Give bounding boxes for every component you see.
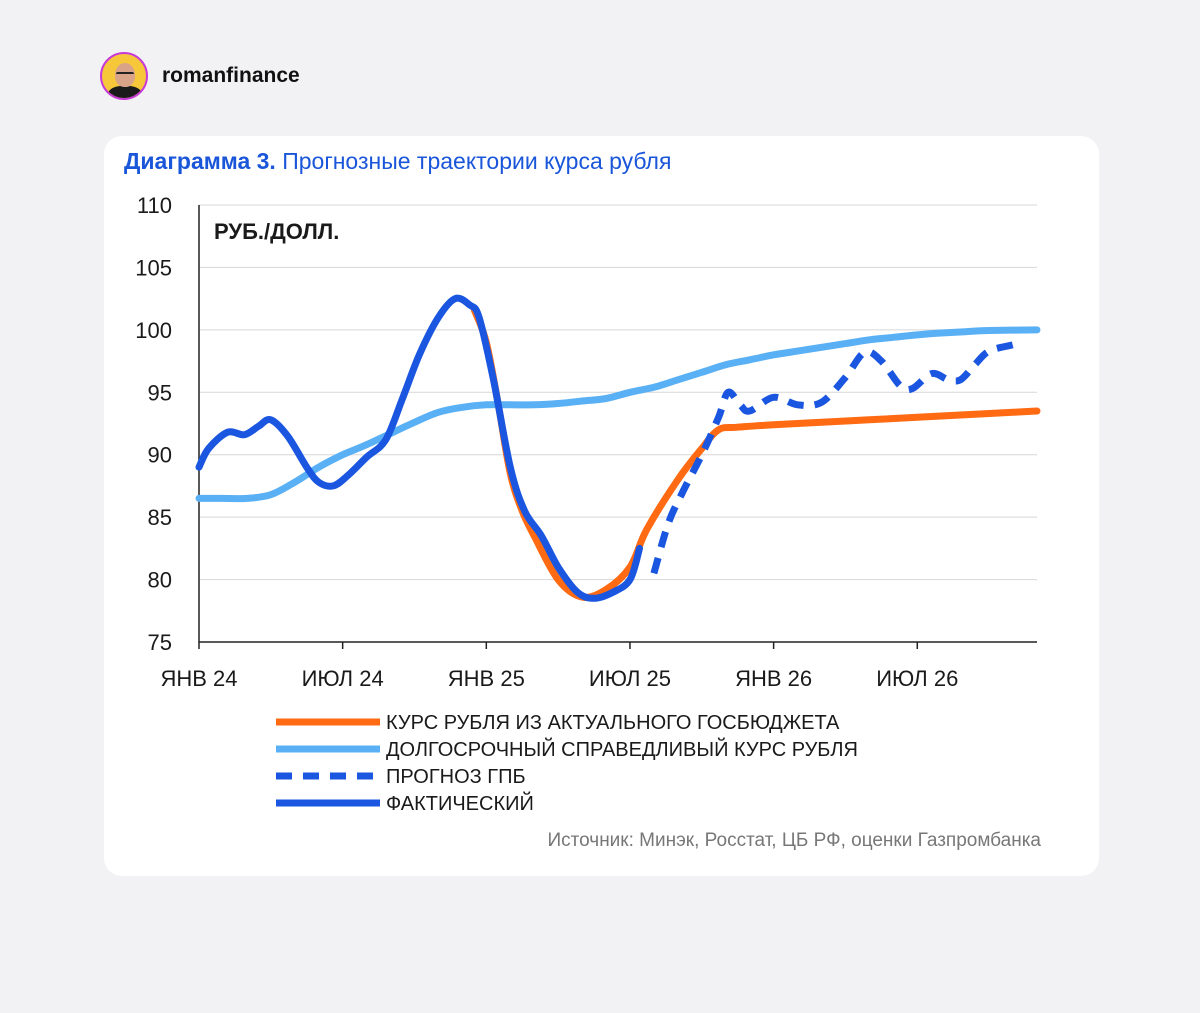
series-line-fair-rate <box>195 326 1041 503</box>
chart-title: Диаграмма 3. Прогнозные траектории курса… <box>124 148 671 175</box>
chart-title-text: Прогнозные траектории курса рубля <box>282 148 672 174</box>
x-tick-label: ЯНВ 25 <box>448 666 525 691</box>
y-tick-label: 105 <box>135 255 172 280</box>
legend-item-actual-label: ФАКТИЧЕСКИЙ <box>386 791 534 815</box>
y-tick-label: 100 <box>135 318 172 343</box>
x-tick-label: ИЮЛ 26 <box>876 666 958 691</box>
avatar-body <box>108 86 142 98</box>
series-line-budget <box>470 306 1041 601</box>
avatar[interactable] <box>100 52 148 100</box>
y-tick-label: 110 <box>137 193 172 218</box>
legend-item-gpb-forecast-label: ПРОГНОЗ ГПБ <box>386 766 526 788</box>
y-tick-label: 90 <box>148 443 172 468</box>
y-tick-label: 75 <box>148 630 172 655</box>
y-tick-label: 95 <box>148 380 172 405</box>
chart-title-number: Диаграмма 3. <box>124 148 276 174</box>
source-note: Источник: Минэк, Росстат, ЦБ РФ, оценки … <box>547 830 1042 851</box>
x-tick-label: ИЮЛ 24 <box>302 666 384 691</box>
unit-label: РУБ./ДОЛЛ. <box>214 219 339 244</box>
line-chart: 75 80 85 90 95 100 105 110 ЯНВ 24 ИЮЛ 24 ЯНВ 25 ИЮЛ… <box>135 193 1041 815</box>
avatar-glasses <box>116 72 134 78</box>
avatar-head <box>115 63 135 87</box>
x-tick-label: ЯНВ 24 <box>160 666 237 691</box>
x-tick-label: ЯНВ 26 <box>735 666 812 691</box>
series-line-actual <box>195 294 643 602</box>
username[interactable]: romanfinance <box>162 64 300 87</box>
legend-item-fair-rate-label: ДОЛГОСРОЧНЫЙ СПРАВЕДЛИВЫЙ КУРС РУБЛЯ <box>386 737 858 761</box>
y-tick-label: 80 <box>148 568 172 593</box>
x-tick-label: ИЮЛ 25 <box>589 666 671 691</box>
y-tick-label: 85 <box>148 505 172 530</box>
legend-item-budget-label: КУРС РУБЛЯ ИЗ АКТУАЛЬНОГО ГОСБЮДЖЕТА <box>386 712 840 734</box>
chart-card: Диаграмма 3. Прогнозные траектории курса… <box>104 136 1099 876</box>
post-header: romanfinance <box>100 50 300 102</box>
series-line-gpb-forecast <box>650 341 1015 575</box>
